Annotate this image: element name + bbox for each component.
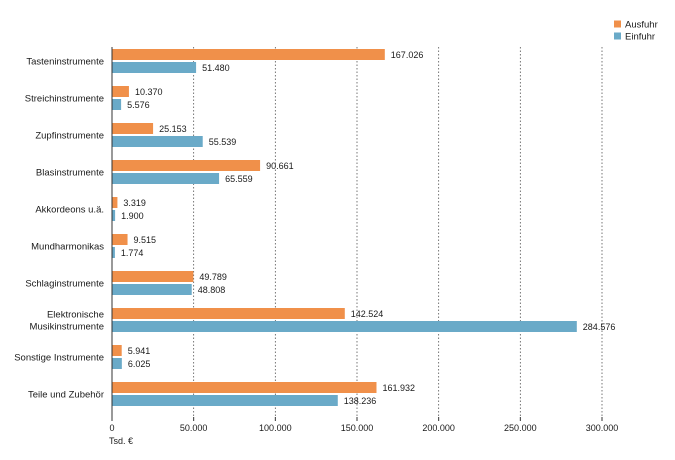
value-label: 5.576 — [127, 100, 150, 110]
value-label: 1.900 — [121, 211, 144, 221]
value-label: 284.576 — [583, 322, 616, 332]
bar-einfuhr — [112, 62, 197, 73]
bar-einfuhr — [112, 173, 220, 184]
bar-einfuhr — [112, 358, 122, 369]
value-label: 55.539 — [209, 137, 237, 147]
value-label: 142.524 — [351, 309, 384, 319]
category-label: Elektronische — [47, 309, 104, 320]
bar-ausfuhr — [112, 382, 377, 393]
bar-einfuhr — [112, 210, 116, 221]
value-label: 161.932 — [382, 383, 415, 393]
legend-swatch-ausfuhr — [614, 20, 621, 28]
bar-ausfuhr — [112, 49, 385, 60]
value-label: 167.026 — [391, 50, 424, 60]
value-label: 6.025 — [128, 359, 151, 369]
x-tick-label: 150.000 — [341, 423, 374, 433]
category-label: Musikinstrumente — [30, 321, 104, 332]
category-label: Sonstige Instrumente — [14, 352, 104, 363]
value-label: 65.559 — [225, 174, 253, 184]
bar-ausfuhr — [112, 234, 128, 245]
legend-label: Einfuhr — [625, 31, 655, 42]
bar-ausfuhr — [112, 197, 118, 208]
bar-einfuhr — [112, 136, 203, 147]
x-tick-label: 0 — [109, 423, 114, 433]
bar-einfuhr — [112, 321, 577, 332]
value-label: 138.236 — [344, 396, 377, 406]
x-axis-unit: Tsd. € — [109, 436, 133, 446]
x-axis: 0 50.000 100.000 150.000 200.000 250.000 300.0… — [109, 47, 618, 446]
value-label: 49.789 — [199, 272, 227, 282]
category-label: Blasinstrumente — [36, 167, 104, 178]
value-label: 51.480 — [202, 63, 230, 73]
value-label: 1.774 — [121, 248, 144, 258]
bar-einfuhr — [112, 247, 115, 258]
x-tick-label: 300.000 — [586, 423, 619, 433]
category-labels: Tasteninstrumente Streichinstrumente Zupfi… — [14, 56, 104, 400]
x-tick-label: 50.000 — [180, 423, 208, 433]
bar-ausfuhr — [112, 308, 345, 319]
category-label: Teile und Zubehör — [28, 389, 104, 400]
category-label: Zupfinstrumente — [35, 130, 104, 141]
x-tick-label: 100.000 — [259, 423, 292, 433]
value-label: 9.515 — [134, 235, 157, 245]
bar-einfuhr — [112, 284, 192, 295]
category-label: Mundharmonikas — [31, 241, 104, 252]
bar-ausfuhr — [112, 271, 194, 282]
value-label: 3.319 — [123, 198, 146, 208]
category-label: Schlaginstrumente — [25, 278, 104, 289]
category-label: Tasteninstrumente — [26, 56, 104, 67]
bar-einfuhr — [112, 395, 338, 406]
bar-ausfuhr — [112, 345, 122, 356]
gridlines — [193, 47, 603, 417]
bar-ausfuhr — [112, 86, 129, 97]
value-label: 10.370 — [135, 87, 163, 97]
value-label: 90.661 — [266, 161, 294, 171]
value-labels: 167.026 51.480 10.370 5.576 25.153 55.539 90.6… — [121, 50, 615, 406]
value-label: 5.941 — [128, 346, 151, 356]
category-label: Akkordeons u.ä. — [35, 204, 104, 215]
value-label: 25.153 — [159, 124, 187, 134]
legend-label: Ausfuhr — [625, 19, 658, 30]
value-label: 48.808 — [198, 285, 226, 295]
x-tick-label: 250.000 — [504, 423, 537, 433]
bar-einfuhr — [112, 99, 122, 110]
bar-ausfuhr — [112, 123, 154, 134]
x-tick-label: 200.000 — [422, 423, 455, 433]
bars — [112, 49, 577, 406]
legend-swatch-einfuhr — [614, 32, 621, 40]
bar-ausfuhr — [112, 160, 261, 171]
category-label: Streichinstrumente — [25, 93, 104, 104]
